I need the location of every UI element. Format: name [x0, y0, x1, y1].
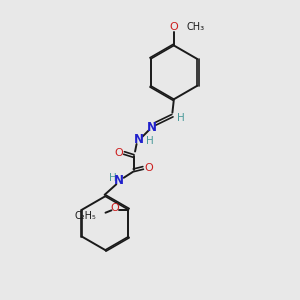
- Text: O: O: [144, 163, 153, 173]
- Text: H: H: [146, 136, 153, 146]
- Text: C₂H₅: C₂H₅: [75, 211, 97, 221]
- Text: O: O: [169, 22, 178, 32]
- Text: CH₃: CH₃: [186, 22, 205, 32]
- Text: H: H: [177, 113, 184, 123]
- Text: O: O: [114, 148, 123, 158]
- Text: H: H: [109, 173, 116, 183]
- Text: N: N: [146, 121, 157, 134]
- Text: N: N: [114, 174, 124, 187]
- Text: N: N: [134, 133, 144, 146]
- Text: O: O: [110, 202, 119, 213]
